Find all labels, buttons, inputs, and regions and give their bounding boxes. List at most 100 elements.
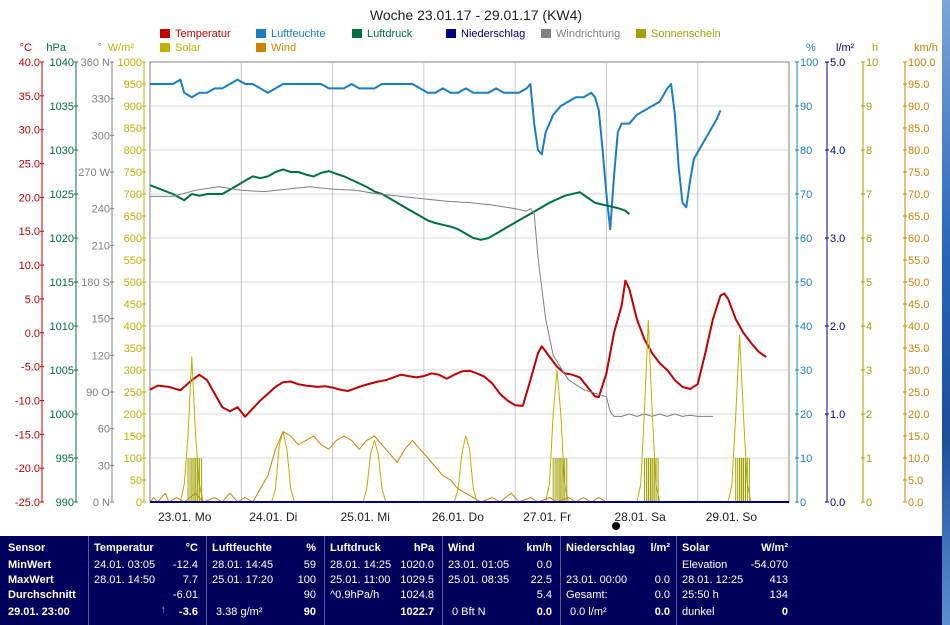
axis-tick-label: 5.0	[830, 57, 845, 69]
legend-label: Luftdruck	[367, 28, 413, 40]
axis-unit: l/m²	[836, 42, 855, 54]
stats-ts: 28.01. 12:25	[682, 574, 744, 586]
axis-tick-label: 150	[124, 431, 142, 443]
axis-tick-label: 15.0	[19, 226, 40, 238]
stats-col-luftdruck: Luftdruck hPa 28.01. 14:25 1020.0 25.01.…	[324, 536, 443, 625]
axis-tick-label: -15.0	[15, 429, 40, 441]
x-tick-label: 28.01. Sa	[614, 510, 666, 524]
axis-tick-label: 10	[800, 453, 812, 465]
stats-value: 90	[303, 589, 316, 601]
stats-ts: Gesamt:	[566, 589, 608, 601]
axis-tick-label: 100	[800, 57, 818, 69]
axis-tick-label: 0 N	[93, 497, 110, 509]
axis-tick-label: 2.0	[830, 321, 845, 333]
stats-header: Solar	[682, 542, 710, 554]
x-tick-label: 24.01. Di	[249, 510, 297, 524]
weather-chart: Woche 23.01.17 - 29.01.17 (KW4) Temperat…	[15, 7, 938, 530]
axis-tick-label: 300	[124, 365, 142, 377]
axis-tick-label: 500	[124, 277, 142, 289]
stats-ts: 25.01. 08:35	[448, 574, 510, 586]
x-axis-labels: 23.01. Mo 24.01. Di 25.01. Mi 26.01. Do 27.0…	[158, 510, 757, 524]
axis-tick-label: 2	[866, 409, 872, 421]
legend-swatch	[636, 29, 646, 38]
stats-footer: 90	[303, 606, 316, 618]
axis-tick-label: 120	[92, 350, 110, 362]
axis-tick-label: 100	[124, 453, 142, 465]
stats-col-solar: Solar W/m² Elevation -54.070 28.01. 12:2…	[676, 536, 794, 625]
axis-tick-label: 75.0	[908, 167, 929, 179]
stats-value: 7.7	[182, 574, 198, 586]
axis-tick-label: 150	[92, 314, 110, 326]
axis-tick-label: 900	[124, 101, 142, 113]
axis-tick-label: 90	[800, 101, 812, 113]
axis-tick-label: 0.0	[25, 328, 40, 340]
axis-unit: °C	[20, 42, 32, 54]
legend-swatch	[541, 29, 551, 38]
axis-tick-label: 1005	[50, 365, 74, 377]
axis-tick-label: 5.0	[25, 294, 40, 306]
axis-tick-label: 100.0	[908, 57, 936, 69]
axis-tick-label: 60.0	[908, 233, 929, 245]
stats-ts: 25.01. 11:00	[330, 574, 391, 586]
legend-swatch	[352, 29, 362, 38]
axis-tick-label: -10.0	[15, 395, 40, 407]
axis-tick-label: 35.0	[908, 343, 929, 355]
series-line-luftfeuchte	[150, 78, 722, 231]
axis-tick-label: 6	[866, 233, 872, 245]
stats-value: 100	[297, 574, 316, 586]
axis-tick-label: 1040	[50, 57, 74, 69]
axis-tick-label: 240	[92, 204, 110, 216]
axis-tick-label: 20.0	[19, 192, 40, 204]
stats-value: -6.01	[172, 589, 198, 601]
axis-tick-label: 90.0	[908, 101, 929, 113]
stats-value: 1024.8	[400, 589, 434, 601]
axis-tick-label: 5.0	[908, 475, 923, 487]
axis-unit: hPa	[46, 42, 66, 54]
axis-tick-label: 50	[130, 475, 142, 487]
axis-tick-label: 50.0	[908, 277, 929, 289]
axis-tick-label: 1000	[50, 409, 74, 421]
chart-series	[149, 78, 789, 503]
axis-tick-label: 700	[124, 189, 142, 201]
axis-tick-label: 250	[124, 387, 142, 399]
axis-tick-label: 600	[124, 233, 142, 245]
stats-value: 0.0	[654, 589, 670, 601]
trend-icon: ↑	[160, 604, 167, 616]
axis-tick-label: 85.0	[908, 123, 929, 135]
x-tick-label: 27.01. Fr	[523, 510, 571, 524]
stats-footer-note: 3.38 g/m²	[216, 606, 263, 618]
stats-value: 1020.0	[400, 559, 434, 571]
stats-header: Sensor	[8, 542, 46, 554]
stats-row-label: MaxWert	[8, 574, 54, 586]
series-line-solar	[150, 319, 752, 503]
axis-tick-label: 1	[866, 453, 872, 465]
axis-tick-label: 360 N	[81, 57, 110, 69]
x-tick-label: 25.01. Mi	[341, 510, 390, 524]
stats-col-luftfeuchte: Luftfeuchte % 28.01. 14:45 59 25.01. 17:…	[206, 536, 325, 625]
axis-unit: km/h	[914, 42, 938, 54]
axis-tick-label: 210	[92, 240, 110, 252]
legend-swatch	[256, 29, 266, 38]
axis-tick-label: 400	[124, 321, 142, 333]
stats-value: 59	[303, 559, 316, 571]
chart-legend: Temperatur Luftfeuchte Luftdruck Niederschl…	[160, 28, 721, 54]
stats-value: 22.5	[530, 574, 552, 586]
stats-unit: hPa	[413, 542, 434, 554]
axis-tick-label: 90 O	[86, 387, 110, 399]
axis-tick-label: 450	[124, 299, 142, 311]
stats-ts: 25:50 h	[682, 589, 719, 601]
stats-footer-note: 0.0 l/m²	[570, 606, 607, 618]
stats-footer-note: dunkel	[682, 606, 715, 618]
axis-tick-label: 330	[92, 94, 110, 106]
stats-footer: 0	[781, 606, 788, 618]
chart-axes: °C40.035.030.025.020.015.010.05.00.0-5.0…	[15, 42, 938, 509]
x-tick-label: 26.01. Do	[432, 510, 484, 524]
axis-tick-label: 10.0	[19, 260, 40, 272]
stats-footer: 29.01. 23:00	[8, 606, 70, 618]
axis-tick-label: 0.0	[830, 497, 845, 509]
stats-header: Wind	[448, 542, 475, 554]
axis-tick-label: 750	[124, 167, 142, 179]
series-line-luftdruck	[149, 168, 630, 241]
axis-tick-label: 15.0	[908, 431, 929, 443]
legend-label: Temperatur	[175, 28, 231, 40]
